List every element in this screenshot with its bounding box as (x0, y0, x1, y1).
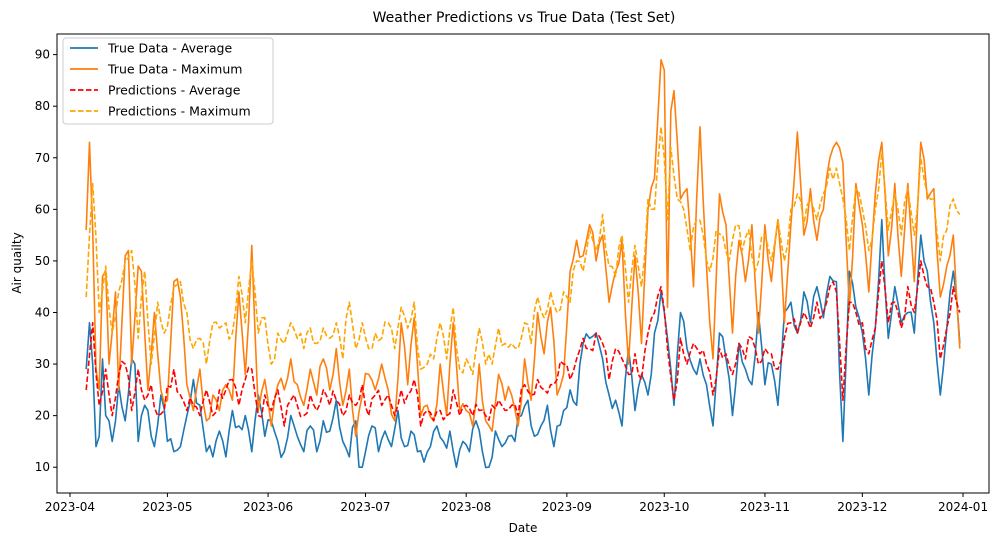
x-tick-label: 2023-07 (340, 500, 390, 514)
x-tick-label: 2023-10 (639, 500, 689, 514)
x-axis: 2023-04 2023-05 2023-06 2023-07 2023-08 2023-… (45, 493, 988, 514)
x-tick-label: 2023-11 (740, 500, 790, 514)
chart-title: Weather Predictions vs True Data (Test S… (373, 10, 676, 26)
series-line-true-data-maximum (85, 59, 961, 438)
series-line-predictions-maximum (85, 126, 961, 376)
x-tick-label: 2023-04 (45, 500, 95, 514)
y-tick-label: 90 (35, 48, 50, 62)
series-line-true-data-average (85, 218, 961, 469)
x-tick-label: 2023-12 (837, 500, 887, 514)
y-tick-label: 10 (35, 460, 50, 474)
legend-label: Predictions - Maximum (108, 104, 251, 119)
legend: True Data - Average True Data - Maximum Pr… (62, 37, 274, 125)
y-tick-label: 80 (35, 99, 50, 113)
series-layer (85, 59, 961, 469)
legend-label: True Data - Average (107, 41, 232, 56)
y-tick-label: 70 (35, 151, 50, 165)
y-axis-label: Air quailty (10, 232, 24, 293)
legend-label: True Data - Maximum (107, 62, 242, 77)
x-tick-label: 2023-06 (243, 500, 293, 514)
y-tick-label: 60 (35, 202, 50, 216)
legend-frame (62, 37, 274, 125)
legend-label: Predictions - Average (108, 83, 241, 98)
y-tick-label: 40 (35, 305, 50, 319)
y-tick-label: 50 (35, 254, 50, 268)
x-tick-label: 2023-08 (441, 500, 491, 514)
plot-frame (56, 33, 990, 494)
series-line-predictions-average (85, 260, 961, 427)
y-tick-label: 20 (35, 409, 50, 423)
y-axis: 10 20 30 40 50 60 70 80 90 (35, 48, 57, 474)
x-tick-label: 2023-09 (542, 500, 592, 514)
x-tick-label: 2023-05 (142, 500, 192, 514)
x-tick-label: 2024-01 (938, 500, 988, 514)
x-axis-label: Date (509, 521, 538, 535)
y-tick-label: 30 (35, 357, 50, 371)
